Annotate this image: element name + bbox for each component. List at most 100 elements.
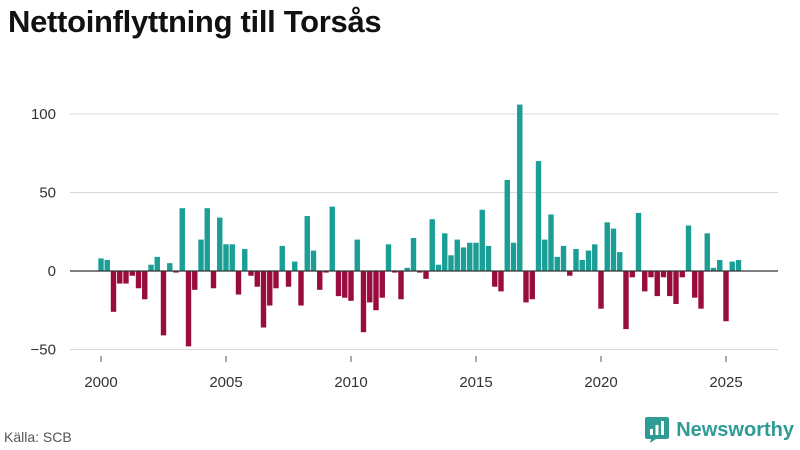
bar <box>542 239 548 271</box>
bar <box>454 239 460 271</box>
chart-title: Nettoinflyttning till Torsås <box>8 4 382 39</box>
x-tick-label: 2005 <box>209 374 242 391</box>
bar <box>185 271 192 347</box>
bar <box>648 271 654 278</box>
bar <box>479 209 485 271</box>
bar <box>654 271 660 297</box>
bar <box>635 212 642 271</box>
bar <box>485 245 492 271</box>
bar <box>223 244 229 271</box>
bar <box>735 260 742 271</box>
bar <box>585 250 592 271</box>
bar <box>517 104 523 271</box>
bar <box>460 247 467 271</box>
bar <box>210 271 217 289</box>
bar <box>679 271 685 278</box>
y-tick-label: 0 <box>48 263 56 280</box>
bar <box>435 264 442 271</box>
bar <box>510 242 517 271</box>
bar <box>698 271 704 309</box>
bar <box>367 271 373 303</box>
bar <box>304 216 310 271</box>
axes: −50 0 50 100 2000 2005 2010 2015 2020 2025 <box>31 106 778 391</box>
bar <box>117 271 123 284</box>
brand-logo[interactable]: Newsworthy <box>644 416 794 444</box>
bar <box>329 206 335 271</box>
bar <box>404 267 410 271</box>
bar <box>729 261 735 271</box>
bar <box>204 208 210 271</box>
bar <box>279 245 285 271</box>
bar <box>335 271 342 297</box>
bar <box>710 267 717 271</box>
bar <box>504 179 510 271</box>
bar <box>254 271 260 287</box>
bar <box>685 225 692 271</box>
bar <box>179 208 185 271</box>
bar <box>129 271 135 276</box>
bar <box>354 239 360 271</box>
bar <box>292 261 298 271</box>
bar <box>104 260 110 271</box>
bar <box>198 239 204 271</box>
bar <box>642 271 648 292</box>
bar <box>317 271 323 290</box>
bar <box>623 271 629 330</box>
bar <box>610 228 617 271</box>
bar <box>285 271 292 287</box>
bar <box>98 258 104 271</box>
bar <box>429 219 435 271</box>
bar <box>492 271 498 287</box>
x-tick-label: 2025 <box>709 374 742 391</box>
bar <box>579 260 585 271</box>
bar <box>260 271 267 328</box>
bar <box>167 263 173 271</box>
y-tick-label: 100 <box>31 106 56 123</box>
bar <box>235 271 242 295</box>
bar <box>660 271 667 278</box>
bar <box>310 250 317 271</box>
bar <box>473 242 479 271</box>
x-tick-label: 2010 <box>334 374 367 391</box>
bar <box>379 271 385 298</box>
source-note: Källa: SCB <box>4 429 72 445</box>
bar <box>135 271 142 289</box>
bar <box>217 217 223 271</box>
bars <box>98 104 742 347</box>
bar <box>723 271 729 322</box>
y-tick-label: 50 <box>39 185 56 202</box>
x-tick-label: 2015 <box>459 374 492 391</box>
bar <box>423 271 429 279</box>
brand-name: Newsworthy <box>676 418 794 441</box>
bar <box>342 271 348 298</box>
bar <box>273 271 279 289</box>
bar <box>554 256 560 271</box>
bar <box>173 271 179 273</box>
bar <box>110 271 117 312</box>
bar <box>535 161 542 271</box>
y-tick-label: −50 <box>31 342 56 359</box>
bar <box>667 271 673 297</box>
bar <box>373 271 379 311</box>
bar <box>704 233 710 271</box>
bar <box>692 271 698 298</box>
bar <box>248 271 254 276</box>
bar <box>717 260 723 271</box>
bar <box>148 264 154 271</box>
bar <box>560 245 567 271</box>
bar <box>242 249 248 271</box>
bar <box>160 271 167 336</box>
x-tick-label: 2000 <box>84 374 117 391</box>
bar <box>567 271 573 276</box>
bar <box>192 271 198 290</box>
bar <box>529 271 535 300</box>
bar <box>448 255 454 271</box>
bar <box>267 271 273 306</box>
bar <box>548 214 554 271</box>
grid-lines <box>70 113 778 350</box>
x-tick-label: 2020 <box>584 374 617 391</box>
bar <box>298 271 304 306</box>
bar <box>523 271 529 303</box>
bar <box>673 271 679 304</box>
